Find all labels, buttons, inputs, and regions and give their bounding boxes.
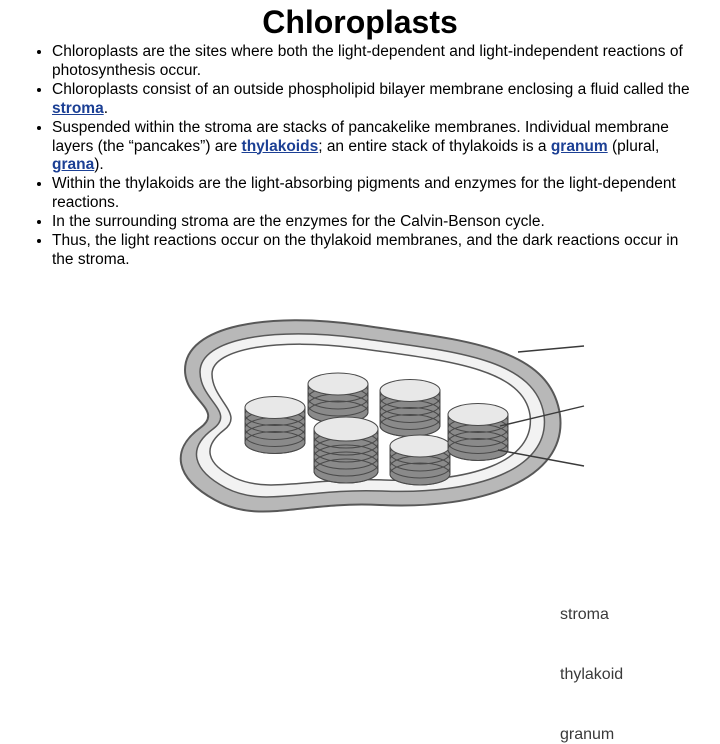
bullet-item: Chloroplasts consist of an outside phosp… [52, 81, 694, 119]
bullet-item: Within the thylakoids are the light-abso… [52, 175, 694, 213]
keyword: stroma [52, 100, 104, 117]
bullet-item: Thus, the light reactions occur on the t… [52, 232, 694, 270]
bullet-item: In the surrounding stroma are the enzyme… [52, 213, 694, 232]
diagram-label: granum [560, 726, 614, 744]
bullet-list: Chloroplasts are the sites where both th… [0, 43, 720, 270]
keyword: grana [52, 156, 94, 173]
chloroplast-diagram [0, 300, 720, 535]
keyword: thylakoids [242, 138, 319, 155]
diagram-label: thylakoid [560, 666, 623, 684]
bullet-item: Suspended within the stroma are stacks o… [52, 119, 694, 176]
bullet-item: Chloroplasts are the sites where both th… [52, 43, 694, 81]
page-title: Chloroplasts [0, 0, 720, 43]
diagram-label: stroma [560, 606, 609, 624]
keyword: granum [551, 138, 608, 155]
